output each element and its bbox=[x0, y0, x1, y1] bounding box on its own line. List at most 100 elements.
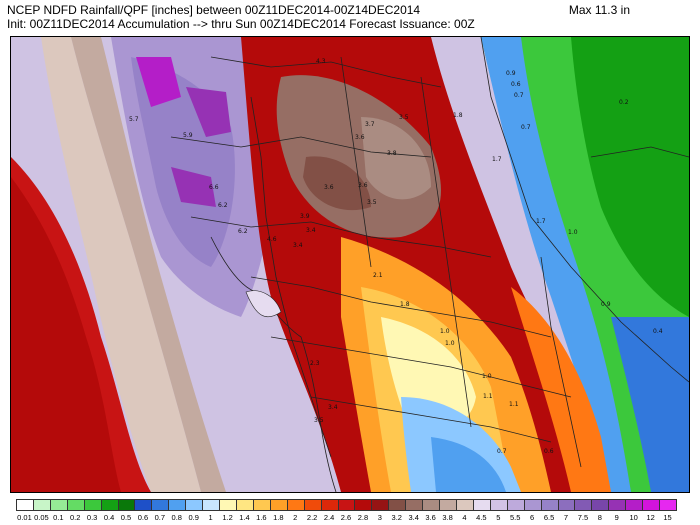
legend-swatch bbox=[337, 499, 356, 511]
legend-swatch bbox=[151, 499, 170, 511]
map-value-label: 1.7 bbox=[492, 156, 502, 163]
legend-swatch bbox=[371, 499, 390, 511]
legend-tick-label: 0.01 bbox=[17, 513, 32, 522]
map-value-label: 3.7 bbox=[365, 121, 375, 128]
legend-swatch bbox=[252, 499, 271, 511]
legend-swatch bbox=[625, 499, 644, 511]
legend-tick-label: 10 bbox=[629, 513, 638, 522]
map-value-label: 0.2 bbox=[619, 99, 629, 106]
legend-tick-label: 1 bbox=[208, 513, 213, 522]
legend-tick-label: 2.4 bbox=[323, 513, 335, 522]
legend-tick-label: 0.6 bbox=[137, 513, 149, 522]
legend-tick-label: 4 bbox=[462, 513, 467, 522]
legend-tick-label: 15 bbox=[663, 513, 672, 522]
legend-tick-label: 6 bbox=[530, 513, 535, 522]
legend-swatch bbox=[320, 499, 339, 511]
legend-tick-label: 1.2 bbox=[222, 513, 233, 522]
map-value-label: 3.4 bbox=[293, 242, 303, 249]
legend-tick-label: 0.5 bbox=[120, 513, 132, 522]
max-value: Max 11.3 in bbox=[568, 3, 630, 17]
legend-swatch bbox=[286, 499, 305, 511]
map-value-label: 3.9 bbox=[300, 213, 310, 220]
map-value-label: 3.6 bbox=[324, 184, 334, 191]
legend-tick-label: 1.8 bbox=[273, 513, 284, 522]
legend-swatch bbox=[269, 499, 288, 511]
map-value-label: 5.7 bbox=[129, 116, 139, 123]
legend-swatch bbox=[354, 499, 373, 511]
map-value-label: 2.3 bbox=[310, 360, 320, 367]
legend-swatch bbox=[608, 499, 627, 511]
map-value-label: 3.4 bbox=[328, 404, 338, 411]
legend-tick-label: 0.2 bbox=[70, 513, 81, 522]
legend-swatch bbox=[66, 499, 85, 511]
map-value-label: 3.6 bbox=[358, 182, 368, 189]
legend-tick-label: 2.2 bbox=[306, 513, 318, 522]
legend-tick-label: 5 bbox=[496, 513, 501, 522]
map-value-label: 6.2 bbox=[238, 228, 248, 235]
map-value-label: 0.7 bbox=[497, 448, 507, 455]
legend-swatch bbox=[49, 499, 68, 511]
map-value-label: 1.0 bbox=[440, 328, 450, 335]
map-value-label: 6.6 bbox=[209, 184, 219, 191]
map-value-label: 0.9 bbox=[506, 70, 516, 77]
map-value-labels: 4.3 5.7 5.9 6.6 6.2 6.2 4.6 3.9 3.4 3.7 3.5 3.6 3.8 3… bbox=[129, 58, 663, 455]
map-value-label: 1.0 bbox=[482, 373, 492, 380]
legend-swatch bbox=[16, 499, 34, 511]
legend-swatch bbox=[439, 499, 457, 511]
legend-tick-label: 0.3 bbox=[86, 513, 98, 522]
legend-swatch bbox=[557, 499, 576, 511]
legend-swatch bbox=[185, 499, 204, 511]
title-line: NCEP NDFD Rainfall/QPF [inches] between … bbox=[7, 3, 421, 17]
map-value-label: 0.9 bbox=[601, 301, 611, 308]
map-value-label: 1.1 bbox=[509, 401, 519, 408]
map-value-label: 1.8 bbox=[453, 112, 463, 119]
map-value-label: 3.5 bbox=[399, 114, 409, 121]
legend-tick-label: 1.6 bbox=[256, 513, 267, 522]
legend-swatch bbox=[489, 499, 508, 511]
legend-tick-label: 3 bbox=[377, 513, 382, 522]
legend-tick-label: 3.8 bbox=[442, 513, 453, 522]
color-legend: 0.01 0.05 0.1 0.2 0.3 0.4 0.5 0.6 0.7 0.8 0.9 1 1.2 1… bbox=[16, 499, 677, 525]
legend-tick-label: 0.05 bbox=[34, 513, 49, 522]
map-value-label: 3.5 bbox=[367, 199, 377, 206]
map-value-label: 0.6 bbox=[511, 81, 521, 88]
legend-tick-label: 0.4 bbox=[103, 513, 115, 522]
legend-swatch bbox=[236, 499, 254, 511]
legend-swatch bbox=[591, 499, 610, 511]
legend-tick-label: 8 bbox=[597, 513, 602, 522]
legend-swatch bbox=[219, 499, 237, 511]
legend-swatch bbox=[117, 499, 136, 511]
map-value-label: 3.5 bbox=[314, 417, 324, 424]
legend-swatch bbox=[134, 499, 153, 511]
legend-tick-label: 9 bbox=[614, 513, 619, 522]
map-value-label: 4.3 bbox=[316, 58, 326, 65]
map-value-label: 2.1 bbox=[373, 272, 383, 279]
map-value-label: 0.6 bbox=[544, 448, 554, 455]
legend-swatch bbox=[456, 499, 474, 511]
legend-tick-label: 0.7 bbox=[154, 513, 166, 522]
legend-swatch bbox=[642, 499, 661, 511]
legend-swatch bbox=[168, 499, 187, 511]
legend-tick-label: 3.6 bbox=[425, 513, 436, 522]
legend-swatch bbox=[388, 499, 407, 511]
legend-swatch bbox=[523, 499, 542, 511]
legend-tick-label: 5.5 bbox=[510, 513, 521, 522]
legend-tick-label: 2.6 bbox=[340, 513, 352, 522]
legend-tick-label: 0.8 bbox=[171, 513, 182, 522]
legend-swatch bbox=[83, 499, 102, 511]
legend-swatch bbox=[32, 499, 51, 511]
legend-tick-label: 0.9 bbox=[188, 513, 199, 522]
legend-swatch bbox=[303, 499, 322, 511]
map-value-label: 6.2 bbox=[218, 202, 228, 209]
legend-swatch bbox=[202, 499, 221, 511]
map-value-label: 1.1 bbox=[483, 393, 493, 400]
legend-swatch bbox=[405, 499, 424, 511]
legend-tick-label: 2.8 bbox=[357, 513, 369, 522]
precipitation-map: 4.3 5.7 5.9 6.6 6.2 6.2 4.6 3.9 3.4 3.7 3.5 3.6 3.8 3… bbox=[10, 36, 690, 493]
legend-tick-label: 6.5 bbox=[543, 513, 555, 522]
legend-tick-label: 3.4 bbox=[408, 513, 419, 522]
map-value-label: 3.6 bbox=[355, 134, 365, 141]
legend-swatch bbox=[540, 499, 559, 511]
legend-tick-label: 2 bbox=[293, 513, 298, 522]
map-value-label: 5.9 bbox=[183, 132, 193, 139]
